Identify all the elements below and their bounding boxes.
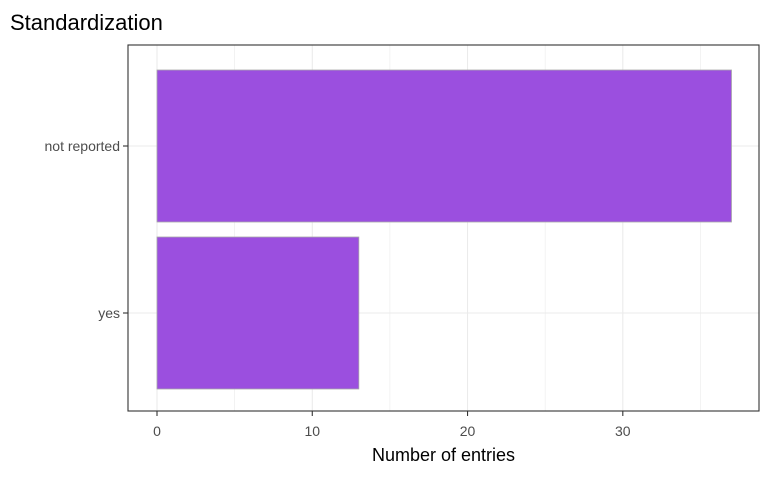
bar-not-reported — [156, 69, 732, 223]
y-tick-label: not reported — [45, 138, 121, 154]
x-tick-label: 20 — [460, 423, 476, 439]
y-axis: not reported yes — [45, 138, 128, 321]
bars — [156, 69, 732, 390]
x-tick-label: 0 — [153, 423, 161, 439]
y-tick-label: yes — [98, 305, 120, 321]
x-axis-label: Number of entries — [372, 445, 515, 465]
x-axis: 0 10 20 30 — [153, 411, 631, 439]
plot-panel-border — [127, 44, 760, 412]
chart-title: Standardization — [10, 10, 163, 35]
x-tick-label: 30 — [615, 423, 631, 439]
bar-yes — [156, 236, 360, 390]
x-tick-label: 10 — [304, 423, 320, 439]
